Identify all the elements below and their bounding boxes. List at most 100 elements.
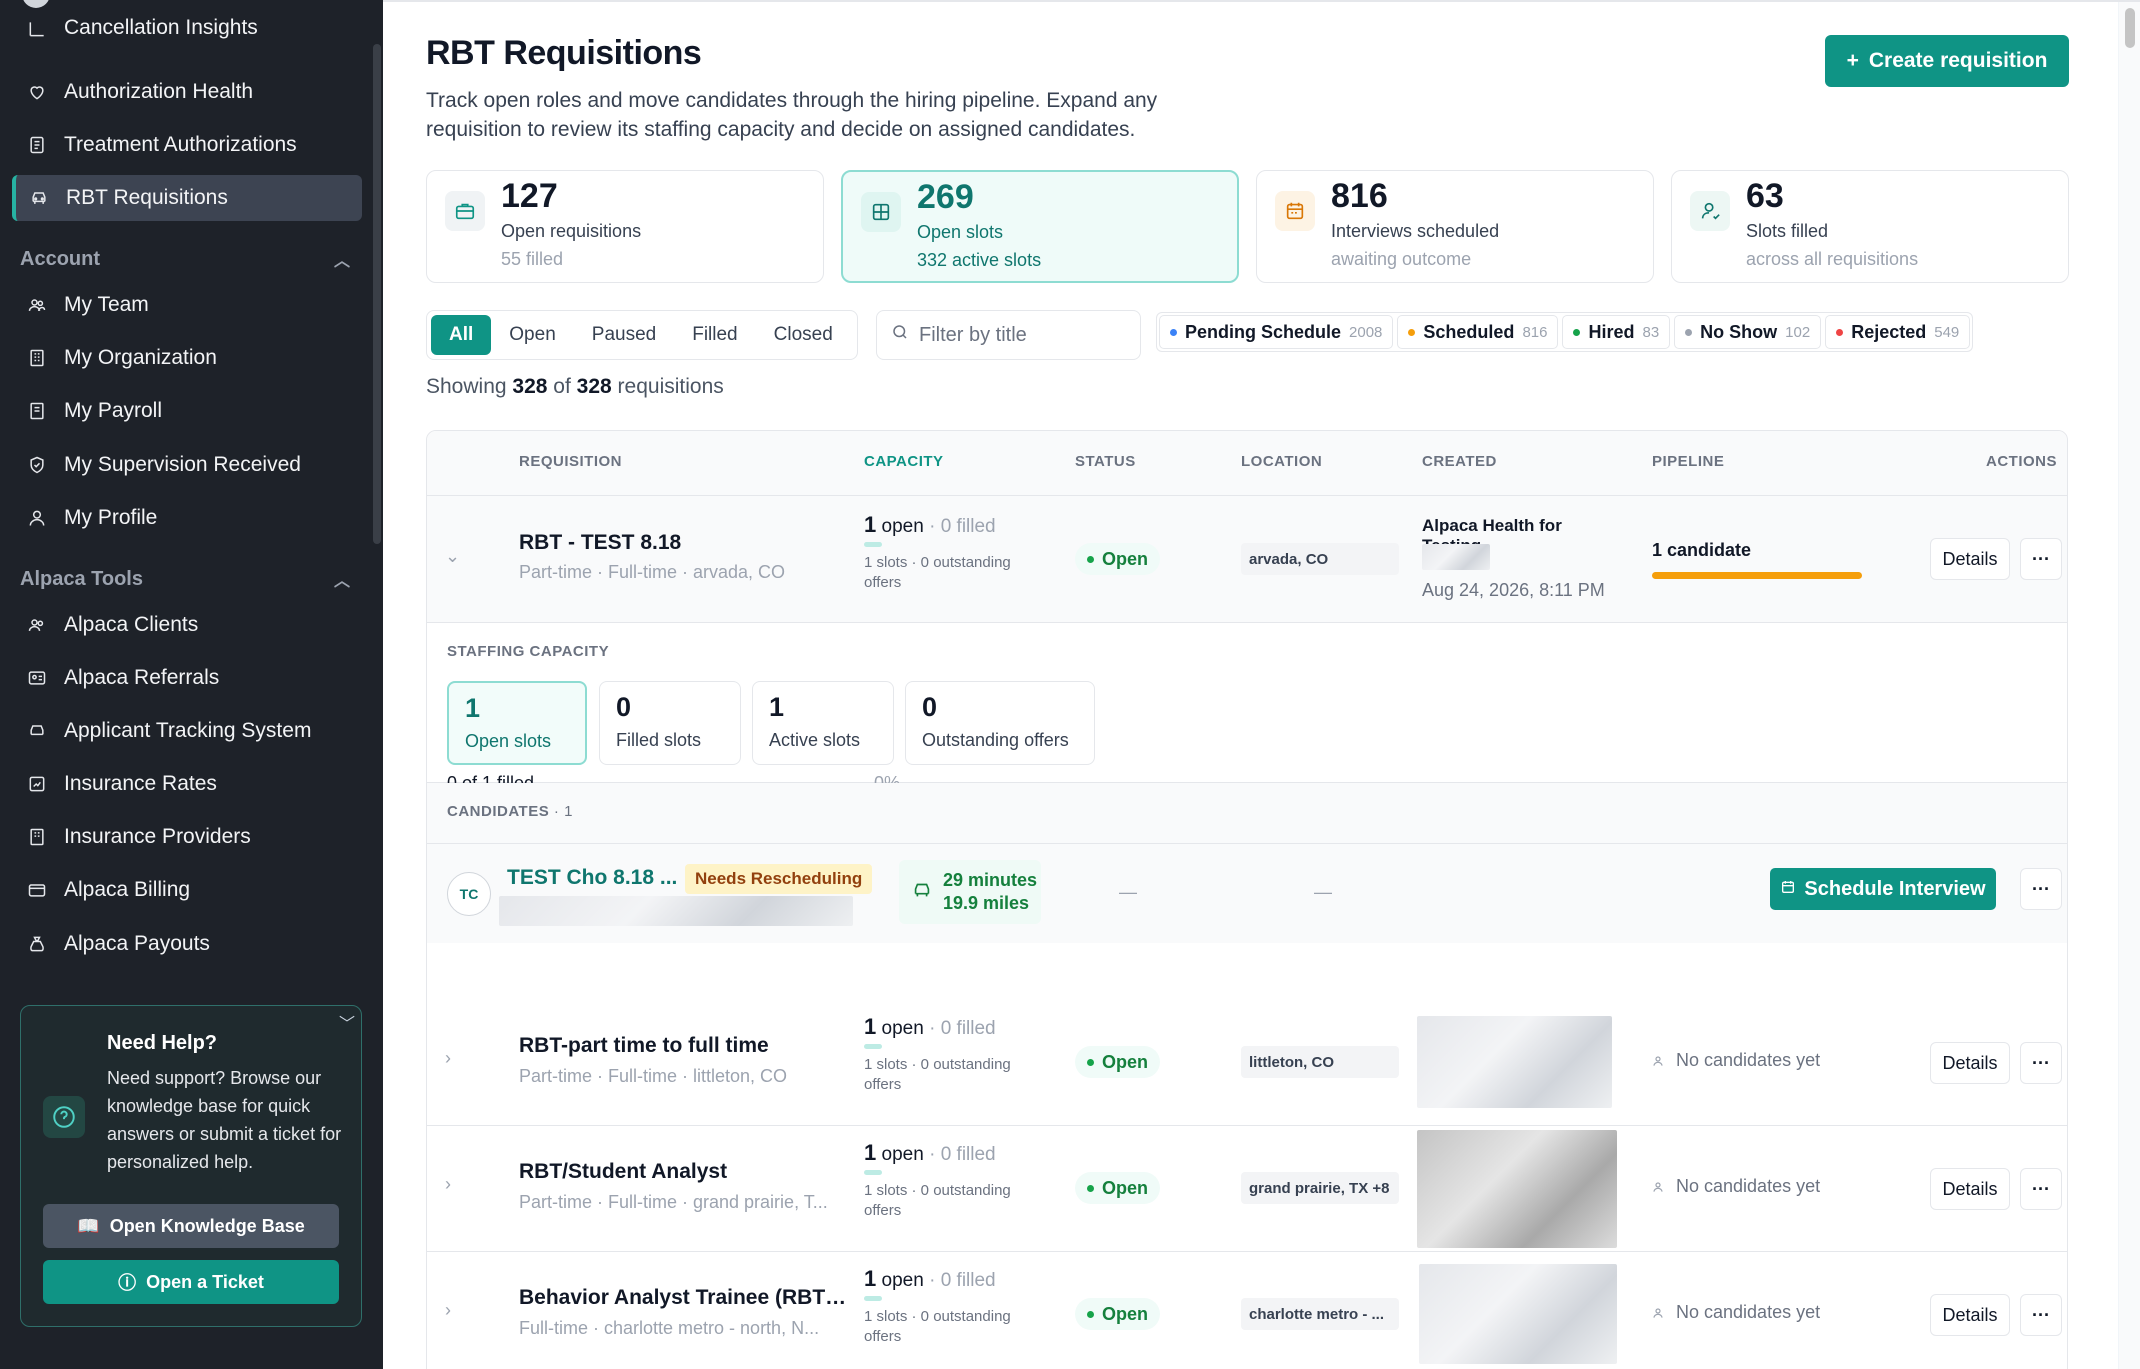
stat-label: Open requisitions: [501, 221, 642, 241]
chevron-down-icon[interactable]: ﹀: [338, 1016, 355, 1033]
chip-pending-schedule[interactable]: Pending Schedule 2008: [1159, 315, 1394, 349]
sidebar-item-label: My Profile: [64, 506, 158, 529]
users-icon: [26, 614, 48, 636]
create-requisition-button[interactable]: + Create requisition: [1825, 35, 2069, 87]
column-header-pipeline: PIPELINE: [1652, 453, 1725, 470]
chevron-right-icon[interactable]: ›: [445, 1300, 451, 1320]
empty-value: —: [1119, 882, 1137, 902]
table-row[interactable]: › RBT-part time to full time Part-time ·…: [427, 1000, 2067, 1126]
sidebar-item-alpaca-payouts[interactable]: Alpaca Payouts: [12, 921, 362, 967]
requisition-title[interactable]: RBT/Student Analyst: [519, 1160, 728, 1183]
sidebar-item-cancellation-insights[interactable]: Cancellation Insights: [12, 16, 362, 40]
sidebar-scrollbar[interactable]: [373, 44, 381, 544]
filter-by-title-input[interactable]: [919, 323, 1119, 347]
sidebar-item-insurance-rates[interactable]: Insurance Rates: [12, 761, 362, 807]
tab-open[interactable]: Open: [509, 324, 556, 345]
details-button[interactable]: Details: [1930, 1042, 2010, 1084]
sidebar-item-my-team[interactable]: My Team: [12, 282, 362, 328]
chip-no-show[interactable]: No Show 102: [1674, 315, 1822, 349]
requisition-meta: Full-time · charlotte metro - north, N..…: [519, 1318, 820, 1338]
chip-hired[interactable]: Hired 83: [1562, 315, 1671, 349]
capacity-cell: 1 open · 0 filled 1 slots · 0 outstandin…: [864, 512, 1034, 593]
status-tabs: All Open Paused Filled Closed: [426, 310, 858, 360]
requisition-title[interactable]: Behavior Analyst Trainee (RBT)...: [519, 1286, 849, 1309]
status-label: Open: [1102, 548, 1149, 569]
stat-value: 63: [1746, 177, 1784, 215]
staffing-capacity-panel: STAFFING CAPACITY 1 Open slots 0 Filled …: [427, 623, 2067, 793]
requisition-title[interactable]: RBT-part time to full time: [519, 1034, 769, 1057]
sidebar-item-alpaca-clients[interactable]: Alpaca Clients: [12, 602, 362, 648]
sidebar-item-my-supervision-received[interactable]: My Supervision Received: [12, 442, 362, 488]
chevron-down-icon[interactable]: ⌄: [445, 546, 461, 566]
column-header-capacity[interactable]: CAPACITY: [864, 453, 944, 470]
table-row[interactable]: › RBT/Student Analyst Part-time · Full-t…: [427, 1126, 2067, 1252]
sidebar-item-authorization-health[interactable]: Authorization Health: [12, 69, 362, 115]
rates-icon: [26, 773, 48, 795]
user-avatar[interactable]: [22, 0, 50, 8]
chip-label: Hired: [1588, 321, 1635, 342]
stat-slots-filled[interactable]: 63 Slots filled across all requisitions: [1671, 170, 2069, 283]
sidebar-item-rbt-requisitions[interactable]: RBT Requisitions: [12, 175, 362, 221]
stat-open-slots[interactable]: 269 Open slots 332 active slots: [841, 170, 1239, 283]
showing-shown: 328: [512, 375, 548, 398]
open-count: 1: [864, 1140, 877, 1165]
tab-closed[interactable]: Closed: [773, 324, 833, 345]
chevron-right-icon[interactable]: ›: [445, 1048, 451, 1068]
card-value: 1: [769, 692, 785, 722]
sidebar-item-my-profile[interactable]: My Profile: [12, 495, 362, 541]
candidate-row[interactable]: TC TEST Cho 8.18 ... Needs Rescheduling …: [427, 843, 2067, 943]
sidebar-item-alpaca-billing[interactable]: Alpaca Billing: [12, 867, 362, 913]
stat-interviews-scheduled[interactable]: 816 Interviews scheduled awaiting outcom…: [1256, 170, 1654, 283]
details-button[interactable]: Details: [1930, 538, 2010, 580]
open-word: open: [881, 516, 924, 537]
table-row[interactable]: › Behavior Analyst Trainee (RBT)... Full…: [427, 1252, 2067, 1369]
sidebar-section-account[interactable]: Account ︿: [20, 243, 360, 275]
capacity-bar: [864, 1170, 882, 1175]
candidates-title: CANDIDATES · 1: [447, 803, 573, 820]
chip-label: Scheduled: [1423, 321, 1515, 342]
section-title: Account: [20, 247, 100, 270]
more-actions-button[interactable]: ···: [2020, 868, 2062, 910]
card-value: 1: [465, 693, 481, 723]
page-scrollbar[interactable]: [2118, 2, 2140, 1369]
stat-open-requisitions[interactable]: 127 Open requisitions 55 filled: [426, 170, 824, 283]
sidebar-item-my-payroll[interactable]: My Payroll: [12, 388, 362, 434]
chip-rejected[interactable]: Rejected 549: [1825, 315, 1971, 349]
capacity-card-active-slots: 1 Active slots: [752, 681, 894, 765]
sidebar-item-alpaca-referrals[interactable]: Alpaca Referrals: [12, 655, 362, 701]
page-subtitle: Track open roles and move candidates thr…: [426, 89, 1158, 141]
slots-summary: 1 slots · 0 outstanding offers: [864, 1308, 1011, 1345]
sidebar-item-insurance-providers[interactable]: Insurance Providers: [12, 814, 362, 860]
chip-scheduled[interactable]: Scheduled 816: [1397, 315, 1559, 349]
more-actions-button[interactable]: ···: [2020, 1042, 2062, 1084]
requisition-title[interactable]: RBT - TEST 8.18: [519, 531, 682, 554]
tab-all[interactable]: All: [431, 315, 492, 355]
open-ticket-button[interactable]: ⓘ Open a Ticket: [43, 1260, 339, 1304]
open-word: open: [881, 1270, 924, 1291]
more-actions-button[interactable]: ···: [2020, 538, 2062, 580]
sidebar-item-label: Alpaca Payouts: [64, 932, 210, 955]
more-actions-button[interactable]: ···: [2020, 1168, 2062, 1210]
scrollbar-thumb[interactable]: [2125, 8, 2135, 48]
card-label: Open slots: [465, 731, 552, 751]
details-button[interactable]: Details: [1930, 1294, 2010, 1336]
chart-icon: [26, 18, 48, 40]
location-tag: charlotte metro - ...: [1241, 1298, 1399, 1330]
user-icon: [26, 507, 48, 529]
schedule-interview-button[interactable]: Schedule Interview: [1770, 868, 1996, 910]
tab-filled[interactable]: Filled: [692, 324, 738, 345]
sidebar-section-alpaca-tools[interactable]: Alpaca Tools ︿: [20, 563, 360, 595]
sidebar-item-treatment-authorizations[interactable]: Treatment Authorizations: [12, 122, 362, 168]
open-knowledge-base-button[interactable]: 📖 Open Knowledge Base: [43, 1204, 339, 1248]
sidebar-item-my-organization[interactable]: My Organization: [12, 335, 362, 381]
details-button[interactable]: Details: [1930, 1168, 2010, 1210]
slots-summary: 1 slots · 0 outstanding offers: [864, 1182, 1011, 1219]
wallet-icon: [26, 879, 48, 901]
filled-count: · 0 filled: [929, 1144, 996, 1165]
sidebar-item-applicant-tracking-system[interactable]: Applicant Tracking System: [12, 708, 362, 754]
tab-paused[interactable]: Paused: [591, 324, 657, 345]
candidate-name[interactable]: TEST Cho 8.18 ...: [507, 866, 678, 889]
more-actions-button[interactable]: ···: [2020, 1294, 2062, 1336]
chevron-right-icon[interactable]: ›: [445, 1174, 451, 1194]
table-row[interactable]: ⌄ RBT - TEST 8.18 Part-time · Full-time …: [427, 496, 2067, 623]
